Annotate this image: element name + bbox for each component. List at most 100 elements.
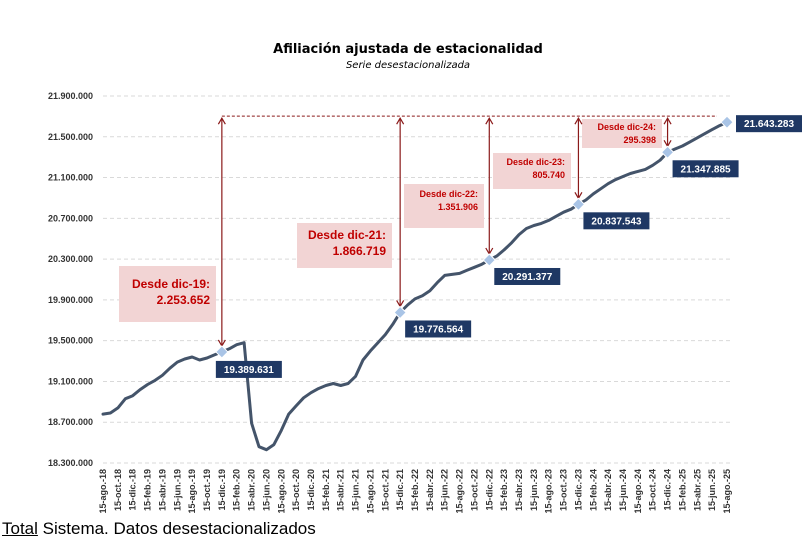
x-tick-label: 15-jun.-21 [351,469,361,511]
footer-rest: Sistema. Datos desestacionalizados [37,519,316,538]
annotation-label: Desde dic-23: [506,157,565,167]
data-marker [571,197,586,212]
data-marker [215,345,229,359]
x-tick-label: 15-feb.-21 [321,469,331,511]
x-tick-label: 15-abr.-21 [336,469,346,511]
x-tick-label: 15-ago.-24 [633,469,643,514]
value-label: 19.389.631 [224,365,274,376]
x-tick-label: 15-jun.-23 [529,469,539,511]
markers [215,115,734,359]
gridlines [103,95,733,464]
annotation-box [493,153,571,189]
annotation-value: 805.740 [532,170,565,180]
y-tick-label: 21.100.000 [48,173,93,183]
annotation-value: 1.351.906 [438,202,478,212]
arrow-head-top [396,116,405,125]
x-tick-label: 15-dic.-24 [663,469,673,511]
annotation-boxes: Desde dic-19: 2.253.652 Desde dic-21: 1.866… [119,119,662,322]
value-label: 20.837.543 [591,216,641,227]
x-tick-label: 15-dic.-20 [306,469,316,511]
x-tick-label: 15-feb.-25 [677,469,687,511]
x-tick-label: 15-ago.-25 [722,469,732,514]
x-tick-label: 15-oct.-19 [202,469,212,511]
value-label-box [736,115,802,133]
x-tick-label: 15-abr.-22 [425,469,435,511]
value-label-box [494,267,561,285]
data-marker [393,305,407,320]
value-label-box [583,212,650,230]
x-tick-label: 15-oct.-24 [648,469,658,511]
y-tick-label: 20.300.000 [48,254,93,264]
value-label: 20.291.377 [502,272,552,283]
y-tick-label: 19.500.000 [48,336,93,346]
x-tick-label: 15-jun.-25 [707,469,717,511]
chart-subtitle: Serie desestacionalizada [346,60,470,71]
x-tick-label: 15-ago.-19 [187,469,197,514]
value-label-box [672,160,739,178]
annotation-label: Desde dic-24: [597,122,656,132]
value-label: 21.347.885 [681,164,731,175]
x-tick-label: 15-abr.-23 [514,469,524,511]
x-tick-label: 15-jun.-22 [440,469,450,511]
x-tick-label: 15-ago.-21 [365,469,375,514]
annotation-value: 1.866.719 [333,244,387,258]
annotation-box [404,184,484,228]
y-tick-label: 21.500.000 [48,132,93,142]
x-tick-label: 15-feb.-20 [232,469,242,511]
annotation-arrows [217,116,672,348]
x-tick-label: 15-oct.-23 [559,469,569,511]
y-tick-label: 19.100.000 [48,376,93,386]
annotation-box [582,119,662,148]
arrow-head-top [574,116,583,125]
x-axis-ticks: 15-ago.-18 15-oct.-18 15-dic.-18 15-feb.-19… [98,469,732,514]
annotation-label: Desde dic-21: [308,228,386,242]
value-label: 19.776.564 [413,324,463,335]
annotation-box [119,266,216,322]
x-tick-label: 15-dic.-21 [395,469,405,511]
x-tick-label: 15-jun.-20 [261,469,271,511]
x-tick-label: 15-jun.-19 [172,469,182,511]
x-tick-label: 15-abr.-20 [247,469,257,511]
annotation-label: Desde dic-19: [132,277,210,291]
value-label-box [215,360,282,378]
x-tick-label: 15-feb.-19 [143,469,153,511]
x-tick-label: 15-ago.-18 [98,469,108,514]
series [101,120,729,452]
y-tick-label: 19.900.000 [48,295,93,305]
arrow-head-top [663,116,672,125]
chart-title: Afiliación ajustada de estacionalidad [273,42,543,57]
annotation-value: 2.253.652 [157,293,211,307]
chart: Afiliación ajustada de estacionalidad Se… [48,42,802,514]
x-tick-label: 15-oct.-20 [291,469,301,511]
x-tick-label: 15-abr.-24 [603,469,613,511]
x-tick-label: 15-ago.-20 [276,469,286,514]
x-tick-label: 15-dic.-18 [128,469,138,511]
x-tick-label: 15-oct.-18 [113,469,123,511]
y-axis-ticks: 18.300.000 18.700.000 19.100.000 19.500.000… [48,91,93,468]
value-labels: 19.389.631 19.776.564 20.291.377 20.837.543… [215,115,802,378]
footer-first-word: Total [2,519,38,538]
value-label-box [405,320,472,338]
x-tick-label: 15-feb.-22 [410,469,420,511]
x-tick-label: 15-abr.-19 [157,469,167,511]
x-tick-label: 15-oct.-21 [380,469,390,511]
annotation-value: 295.398 [623,135,656,145]
annotation-label: Desde dic-22: [419,189,478,199]
x-tick-label: 15-dic.-19 [217,469,227,511]
data-marker [482,253,496,267]
footer-note: Total Sistema. Datos desestacionalizados [2,519,316,539]
y-tick-label: 18.300.000 [48,458,93,468]
y-tick-label: 21.900.000 [48,91,93,101]
x-tick-label: 15-jun.-24 [618,469,628,511]
arrow-head-top [217,116,226,125]
data-marker [720,115,734,129]
x-tick-label: 15-ago.-23 [544,469,554,514]
value-label: 21.643.283 [744,119,794,130]
x-tick-label: 15-feb.-23 [499,469,509,511]
x-tick-label: 15-ago.-22 [455,469,465,514]
annotation-box [297,223,392,268]
x-tick-label: 15-oct.-22 [469,469,479,511]
x-tick-label: 15-dic.-23 [573,469,583,511]
x-tick-label: 15-feb.-24 [588,469,598,511]
data-marker [660,145,675,159]
